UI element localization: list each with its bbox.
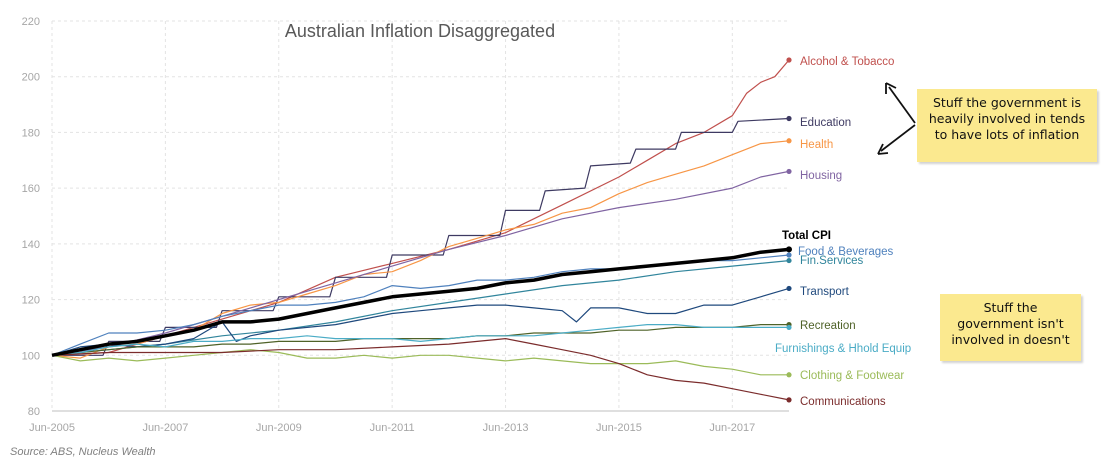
series-end-markers <box>786 57 792 403</box>
series-marker-total-cpi <box>786 246 792 253</box>
x-tick-label: Jun-2007 <box>142 422 188 434</box>
series-marker-fin-services <box>786 257 792 264</box>
series-label-food-beverages: Food & Beverages <box>798 246 894 258</box>
series-label-communications: Communications <box>800 396 886 408</box>
series-marker-food-beverages <box>786 252 792 258</box>
y-tick-label: 200 <box>22 72 40 84</box>
series-label-alcohol-tobacco: Alcohol & Tobacco <box>800 56 894 68</box>
series-label-transport: Transport <box>800 286 850 298</box>
series-label-fin-services: Fin.Services <box>800 255 864 267</box>
series-line-recreation <box>51 324 789 356</box>
series-marker-furnishings-hhold-equip <box>786 324 792 331</box>
note-line: heavily involved in tends <box>928 111 1086 126</box>
x-tick-label: Jun-2005 <box>29 422 75 434</box>
series-label-education: Education <box>800 117 851 129</box>
annotation-note-government-involved: Stuff the government is heavily involved… <box>917 89 1097 162</box>
arrow-up-left-head <box>885 82 897 94</box>
series-label-furnishings-hhold-equip: Furnishings & Hhold Equip <box>775 343 911 355</box>
y-tick-label: 80 <box>28 406 40 418</box>
series-label-total-cpi: Total CPI <box>782 230 831 242</box>
arrow-down-left-head <box>877 143 889 155</box>
series-marker-housing <box>786 168 792 175</box>
y-tick-label: 100 <box>22 350 40 362</box>
arrow-down-left-icon <box>880 124 916 152</box>
series-line-transport <box>51 287 790 356</box>
series-line-furnishings-hhold-equip <box>51 324 789 356</box>
series-marker-health <box>786 138 792 144</box>
series-line-food-beverages <box>51 254 790 356</box>
series-labels: Alcohol & Tobacco Education Health Housing T… <box>775 56 911 408</box>
series-line-clothing-footwear <box>51 349 789 376</box>
series-marker-alcohol-tobacco <box>786 57 792 63</box>
series-line-alcohol-tobacco <box>51 59 790 356</box>
y-tick-label: 160 <box>22 183 40 195</box>
x-tick-label: Jun-2015 <box>596 422 642 434</box>
note-line: to have lots of inflation <box>934 127 1080 142</box>
series-label-health: Health <box>800 139 833 151</box>
series-line-health <box>51 140 790 359</box>
y-tick-label: 120 <box>22 295 40 307</box>
axes: 80 100 120 140 160 180 200 220 Jun-2005 Jun-2007 J… <box>22 16 789 434</box>
source-note: Source: ABS, Nucleus Wealth <box>10 446 156 458</box>
chart-title: Australian Inflation Disaggregated <box>285 21 555 41</box>
note-line: Stuff the <box>983 300 1038 315</box>
gridlines <box>51 20 789 412</box>
x-tick-label: Jun-2011 <box>370 422 415 434</box>
note-line: involved in doesn't <box>951 332 1070 347</box>
x-tick-label: Jun-2009 <box>256 422 302 434</box>
note-line: government isn't <box>957 316 1064 331</box>
series-label-housing: Housing <box>800 170 842 182</box>
series-line-education <box>52 117 790 356</box>
series-marker-communications <box>786 397 792 403</box>
series-line-housing <box>51 170 790 356</box>
series-line-communications <box>51 338 790 401</box>
series-lines <box>51 59 790 401</box>
annotation-arrows <box>877 82 916 155</box>
series-label-clothing-footwear: Clothing & Footwear <box>800 370 904 382</box>
x-tick-label: Jun-2017 <box>709 422 755 434</box>
x-tick-label: Jun-2013 <box>483 422 529 434</box>
y-tick-label: 220 <box>22 16 40 28</box>
series-marker-education <box>786 115 792 122</box>
y-tick-label: 180 <box>22 127 40 139</box>
series-marker-clothing-footwear <box>786 372 792 378</box>
arrow-up-left-icon <box>888 86 916 124</box>
note-line: Stuff the government is <box>933 95 1081 110</box>
annotation-note-government-not-involved: Stuff the government isn't involved in d… <box>940 294 1081 361</box>
series-marker-transport <box>786 285 792 292</box>
series-line-total-cpi <box>51 247 790 358</box>
series-label-recreation: Recreation <box>800 320 856 332</box>
y-tick-label: 140 <box>22 239 40 251</box>
